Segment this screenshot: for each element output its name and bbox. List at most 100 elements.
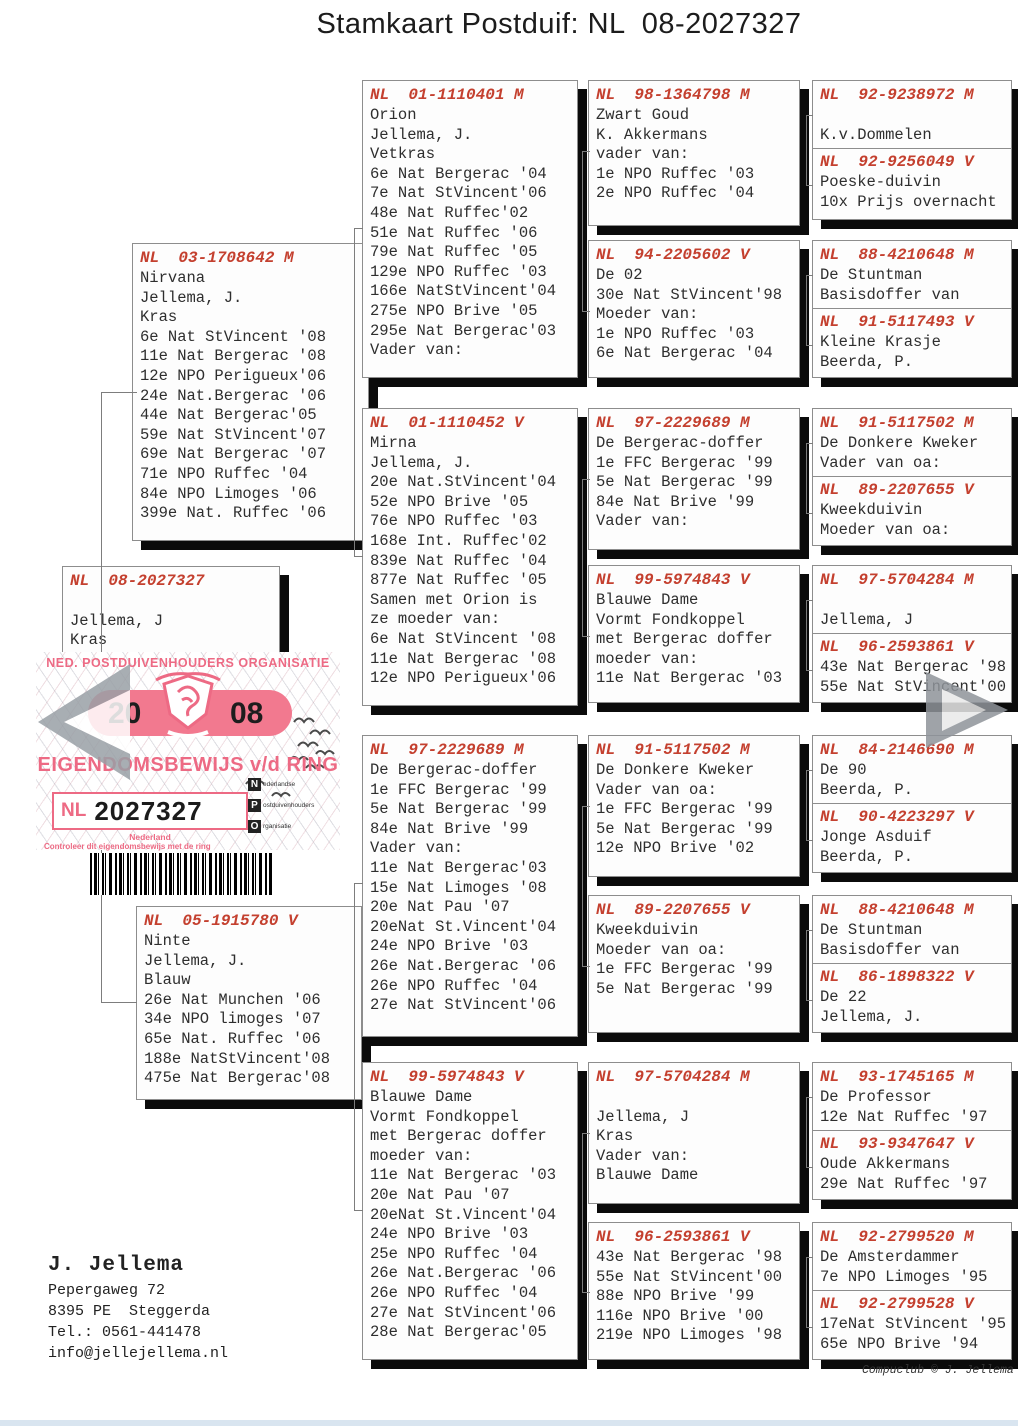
connector-line: [806, 443, 813, 444]
ring-number: NL 03-1708642 M: [140, 249, 294, 267]
card-text-line: Vader van:: [370, 839, 464, 858]
card-text-line: 26e Nat.Bergerac '06: [370, 956, 557, 975]
card-section: NL 88-4210648 M De Stuntman Basisdoffer va…: [820, 244, 1005, 305]
card-text-line: Jellema, J.: [370, 125, 473, 144]
connector-line: [354, 228, 355, 556]
connector-line: [582, 636, 590, 637]
card-text-line: 5e Nat Bergerac '99: [596, 473, 773, 492]
card-text-line: Vormt Fondkoppel: [596, 610, 745, 629]
card-text-line: De 22: [820, 988, 867, 1007]
owner-phone: Tel.: 0561-441478: [48, 1324, 202, 1341]
footer-credit: Compuclub © J. Jellema: [862, 1364, 1014, 1377]
card-text-line: 24e NPO Brive '03: [370, 1225, 529, 1244]
card-text-line: 275e NPO Brive '05: [370, 301, 538, 320]
pigeon-card: NL 99-5974843 V Blauwe Dame Vormt Fondkopp…: [588, 565, 800, 703]
card-text-line: Jellema, J: [70, 611, 164, 630]
ring-number: NL 08-2027327: [70, 572, 205, 590]
card-section: NL 92-9238972 M K.v.Dommelen: [820, 84, 1005, 145]
card-text-line: Jonge Asduif: [820, 828, 932, 847]
pigeon-card: NL 88-4210648 M De Stuntman Basisdoffer va…: [812, 240, 1012, 378]
certificate-note: Controleer dit eigendomsbewijs met de ri…: [44, 842, 211, 851]
card-text-line: Moeder van oa:: [596, 940, 727, 959]
page-title: Stamkaart Postduif: NL 08-2027327: [316, 8, 802, 40]
next-arrow-icon[interactable]: [926, 672, 1008, 748]
card-text-line: 1e FFC Bergerac '99: [596, 453, 773, 472]
card-text-line: 43e Nat Bergerac '98: [596, 1248, 783, 1266]
pigeon-card: NL 97-5704284 M Jellema, J Kras Vader van:…: [588, 1062, 800, 1204]
connector-line: [582, 1292, 590, 1293]
connector-line: [806, 770, 807, 840]
nederland-label: Nederland: [129, 832, 171, 842]
ring-number: NL 01-1110452 V: [370, 414, 524, 432]
npo-letter-icon: P: [248, 799, 261, 812]
card-section: NL 99-5974843 V Blauwe Dame Vormt Fondkopp…: [596, 569, 793, 689]
card-text-line: 12e NPO Perigueux'06: [140, 366, 327, 385]
ring-number: NL 91-5117502 M: [820, 414, 974, 432]
card-section: NL 92-9256049 V Poeske-duivin 10x Prijs ov…: [813, 148, 1011, 212]
ring-number-box: NL 2027327: [52, 792, 248, 830]
card-section: NL 89-2207655 V Kweekduivin Moeder van oa:…: [596, 899, 793, 999]
npo-letter-icon: O: [248, 820, 261, 833]
card-text-line: [820, 591, 1005, 611]
card-section: NL 92-2799520 M De Amsterdammer 7e NPO Lim…: [820, 1226, 1005, 1287]
card-text-line: 69e Nat Bergerac '07: [140, 445, 327, 464]
card-text-line: 11e Nat Bergerac '08: [370, 649, 557, 668]
barcode: [90, 853, 272, 895]
card-section: NL 01-1110401 M Orion Jellema, J. Vetkras 6e…: [370, 84, 571, 361]
card-text-line: 52e NPO Brive '05: [370, 492, 529, 511]
previous-arrow-icon[interactable]: [38, 664, 130, 780]
connector-line: [806, 670, 813, 671]
card-text-line: 10x Prijs overnacht: [820, 192, 997, 211]
ring-number: NL 97-5704284 M: [820, 571, 974, 589]
ring-number: NL 99-5974843 V: [596, 571, 750, 589]
card-text-line: 55e Nat StVincent'00: [596, 1267, 783, 1286]
ring-number: NL 92-9238972 M: [820, 86, 974, 104]
connector-line: [354, 883, 363, 884]
card-text-line: Vormt Fondkoppel: [370, 1107, 519, 1126]
card-text-line: Oude Akkermans: [820, 1155, 951, 1174]
ring-digits: 2027327: [94, 795, 203, 826]
pigeon-card: NL 92-9238972 M K.v.Dommelen NL 92-925604…: [812, 80, 1012, 220]
connector-line: [806, 840, 813, 841]
npo-organisation-text: NED. POSTDUIVENHOUDERS ORGANISATIE: [46, 656, 330, 670]
card-text-line: Jellema, J.: [370, 453, 473, 472]
card-text-line: 84e Nat Brive '99: [596, 492, 755, 511]
ring-number: NL 92-9256049 V: [820, 153, 974, 172]
ring-number: NL 91-5117502 M: [596, 741, 750, 759]
card-text-line: 5e Nat Bergerac '99: [596, 979, 773, 998]
owner-name: J. Jellema: [48, 1254, 185, 1277]
card-text-line: K. Akkermans: [596, 125, 708, 144]
connector-line: [354, 556, 363, 557]
card-text-line: 29e Nat Ruffec '97: [820, 1174, 988, 1193]
card-section: NL 97-5704284 M Jellema, J Kras Vader van:…: [596, 1066, 793, 1186]
npo-word: ostduivenhouders: [263, 802, 315, 809]
card-text-line: Jellema, J.: [820, 1007, 923, 1026]
ring-number: NL 86-1898322 V: [820, 968, 974, 987]
card-text-line: Zwart Goud: [596, 106, 690, 124]
card-text-line: 6e Nat Bergerac '04: [596, 344, 773, 363]
card-text-line: 12e NPO Perigueux'06: [370, 669, 557, 688]
card-text-line: 20e Nat.StVincent'04: [370, 473, 557, 492]
owner-block: J. Jellema Pepergaweg 72 8395 PE Stegger…: [48, 1252, 228, 1364]
card-section: NL 98-1364798 M Zwart Goud K. Akkermans vad…: [596, 84, 793, 204]
card-text-line: 26e NPO Ruffec '04: [370, 1283, 538, 1302]
card-text-line: 20e Nat Pau '07: [370, 898, 510, 917]
card-section: NL 08-2027327 Jellema, J Kras: [70, 570, 273, 651]
card-text-line: 28e Nat Bergerac'05: [370, 1323, 547, 1342]
card-text-line: 26e Nat Munchen '06: [144, 990, 321, 1009]
card-text-line: Blauw: [144, 971, 191, 990]
pigeon-card: NL 01-1110452 V Mirna Jellema, J. 20e Nat.S…: [362, 408, 578, 706]
connector-line: [582, 479, 590, 480]
card-text-line: 65e Nat. Ruffec '06: [144, 1029, 321, 1048]
year-right: 08: [230, 697, 264, 730]
card-text-line: 12e NPO Brive '02: [596, 839, 755, 858]
connector-line: [582, 806, 583, 966]
card-text-line: Vader van:: [596, 512, 690, 531]
ring-number: NL 93-1745165 M: [820, 1068, 974, 1086]
ring-number: NL 97-2229689 M: [596, 414, 750, 432]
card-section: NL 84-2146690 M De 90 Beerda, P.: [820, 739, 1005, 800]
card-text-line: Jellema, J.: [140, 288, 243, 307]
card-text-line: Blauwe Dame: [370, 1088, 473, 1106]
card-section: NL 97-2229689 M De Bergerac-doffer 1e FFC …: [370, 739, 571, 1016]
